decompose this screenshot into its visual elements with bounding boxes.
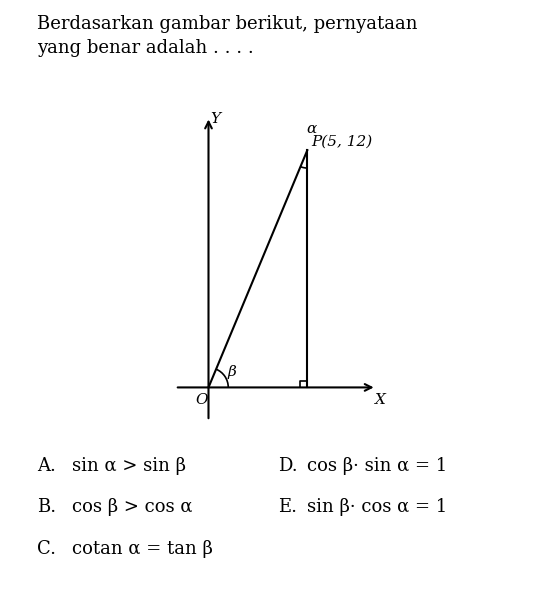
- Text: cos β· sin α = 1: cos β· sin α = 1: [307, 457, 447, 474]
- Text: cotan α = tan β: cotan α = tan β: [72, 540, 213, 557]
- Text: cos β > cos α: cos β > cos α: [72, 498, 193, 516]
- Text: E.: E.: [278, 498, 297, 516]
- Text: C.: C.: [37, 540, 57, 557]
- Text: D.: D.: [278, 457, 297, 474]
- Text: Berdasarkan gambar berikut, pernyataan: Berdasarkan gambar berikut, pernyataan: [37, 15, 418, 33]
- Text: A.: A.: [37, 457, 56, 474]
- Text: yang benar adalah . . . .: yang benar adalah . . . .: [37, 39, 254, 56]
- Text: B.: B.: [37, 498, 57, 516]
- Text: α: α: [307, 122, 317, 136]
- Text: sin β· cos α = 1: sin β· cos α = 1: [307, 498, 447, 516]
- Text: Y: Y: [210, 111, 221, 126]
- Text: sin α > sin β: sin α > sin β: [72, 457, 186, 474]
- Text: β: β: [227, 365, 236, 379]
- Text: O: O: [195, 393, 208, 407]
- Text: P(5, 12): P(5, 12): [311, 134, 373, 148]
- Text: X: X: [375, 393, 386, 407]
